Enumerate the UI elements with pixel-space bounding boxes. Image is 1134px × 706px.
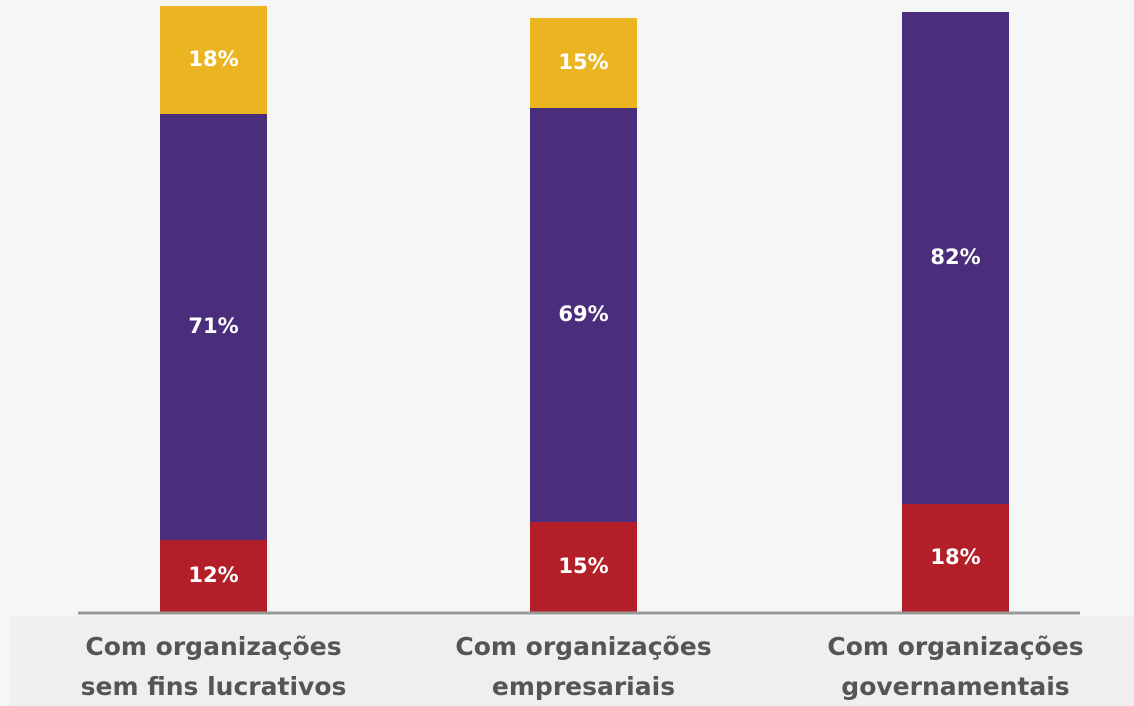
bar-segment [160, 114, 267, 540]
value-label: 15% [558, 50, 608, 74]
category-label: Com organizações [85, 632, 341, 661]
value-label: 82% [930, 245, 980, 269]
value-label: 18% [188, 47, 238, 71]
category-label: governamentais [841, 672, 1069, 701]
label-area [10, 616, 1134, 706]
bar-segment [530, 108, 637, 522]
bar-segment [160, 540, 267, 612]
bar-segment [902, 504, 1009, 612]
category-label: sem fins lucrativos [81, 672, 347, 701]
value-label: 71% [188, 314, 238, 338]
bar-segment [902, 12, 1009, 504]
value-label: 12% [188, 563, 238, 587]
value-label: 18% [930, 545, 980, 569]
category-label: empresariais [492, 672, 675, 701]
bar-segment [530, 18, 637, 108]
category-label: Com organizações [827, 632, 1083, 661]
bar-segment [530, 522, 637, 612]
category-label: Com organizações [455, 632, 711, 661]
bar-segment [160, 6, 267, 114]
value-label: 15% [558, 554, 608, 578]
value-label: 69% [558, 302, 608, 326]
